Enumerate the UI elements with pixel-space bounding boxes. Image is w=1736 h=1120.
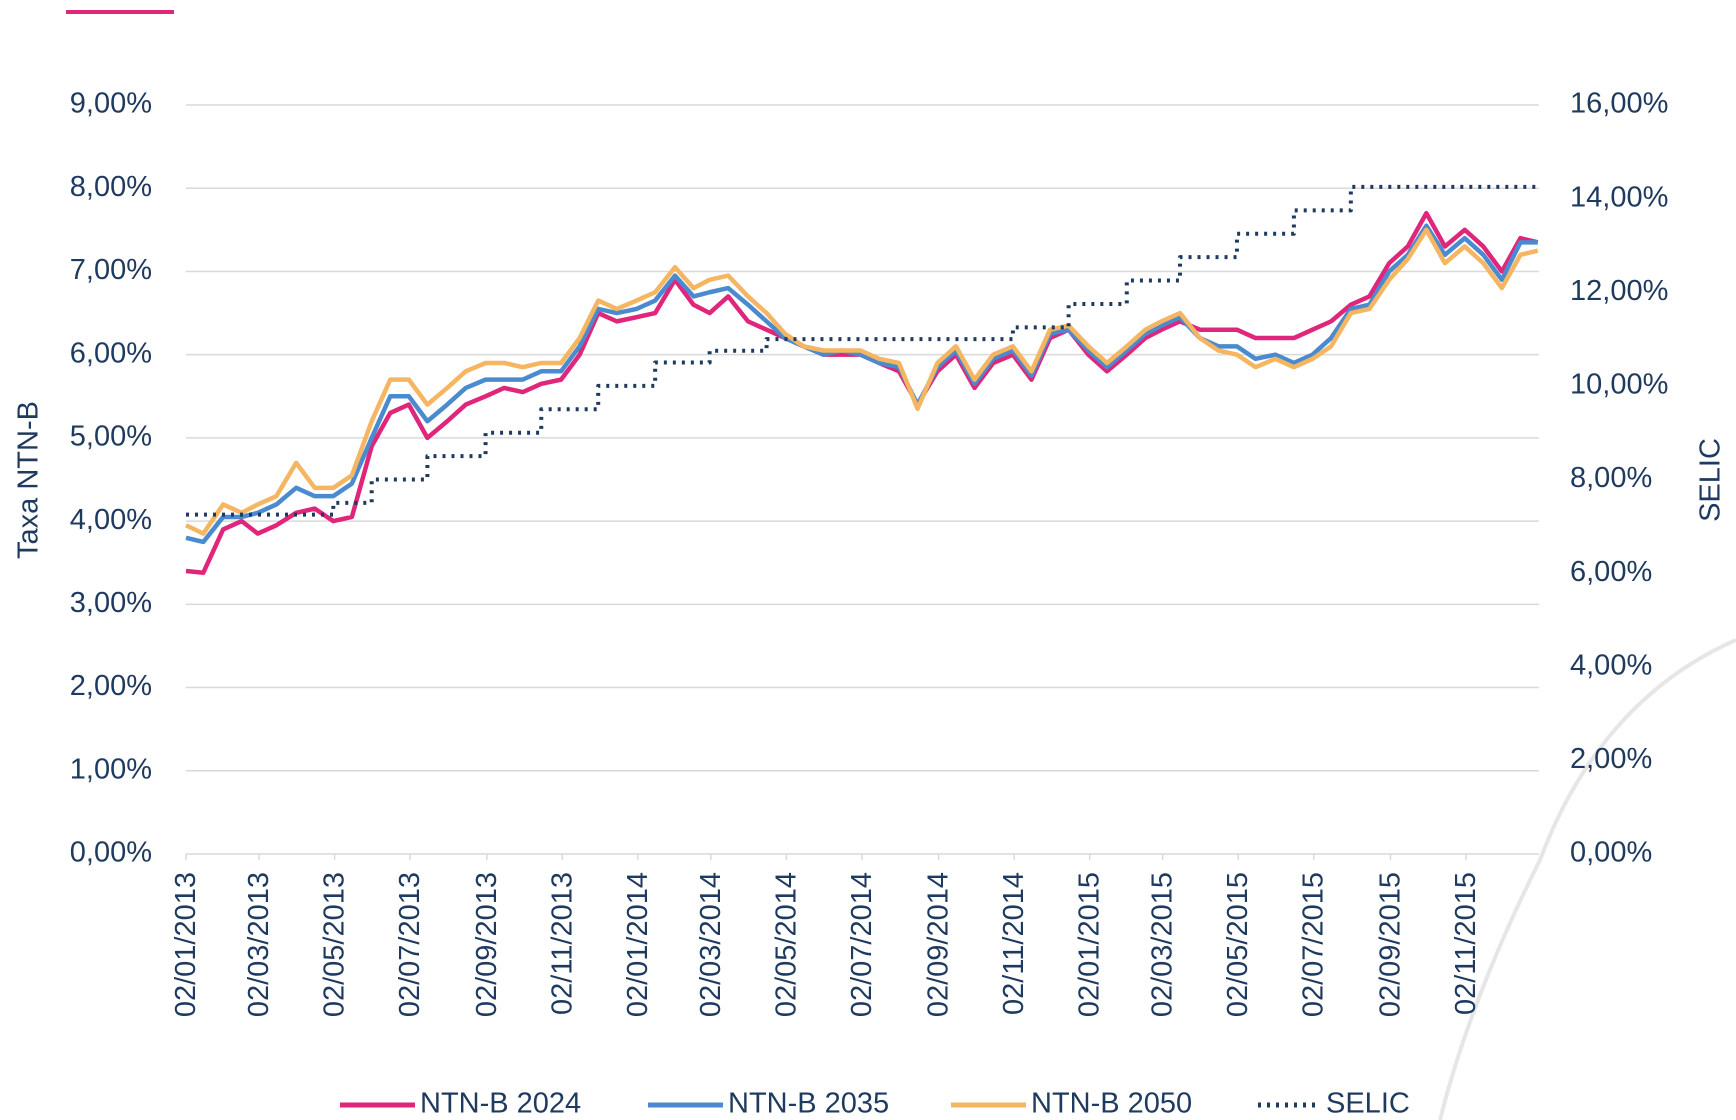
y-axis-title: Taxa NTN-B: [13, 401, 45, 559]
y2-axis-title: SELIC: [1695, 438, 1727, 522]
decoration: [1438, 638, 1736, 1120]
y2-tick-label: 8,00%: [1570, 462, 1652, 494]
x-tick-label: 02/09/2013: [471, 872, 503, 1017]
x-tick-label: 02/01/2015: [1074, 872, 1106, 1017]
y-tick-label: 8,00%: [70, 171, 152, 203]
y2-tick-label: 2,00%: [1570, 743, 1652, 775]
y-tick-label: 5,00%: [70, 421, 152, 453]
y2-tick-label: 12,00%: [1570, 275, 1668, 307]
x-tick-label: 02/05/2013: [319, 872, 351, 1017]
x-tick-label: 02/09/2015: [1374, 872, 1406, 1017]
y2-tick-label: 10,00%: [1570, 369, 1668, 401]
series-line: [185, 227, 1539, 536]
x-tick-label: 02/11/2014: [998, 872, 1030, 1015]
legend-label: NTN-B 2024: [420, 1088, 581, 1120]
x-tick-label: 02/01/2014: [622, 872, 654, 1017]
legend-label: NTN-B 2050: [1031, 1088, 1192, 1120]
y2-tick-label: 4,00%: [1570, 649, 1652, 681]
x-tick-label: 02/01/2013: [170, 872, 202, 1017]
x-tick-label: 02/09/2014: [923, 872, 955, 1017]
y2-tick-label: 0,00%: [1570, 837, 1652, 869]
x-tick-label: 02/07/2015: [1298, 872, 1330, 1017]
y2-tick-label: 6,00%: [1570, 556, 1652, 588]
x-tick-label: 02/03/2015: [1147, 872, 1179, 1017]
x-tick-label: 02/11/2015: [1450, 872, 1482, 1015]
legend-label: NTN-B 2035: [728, 1088, 889, 1120]
series-line: [185, 210, 1539, 575]
y-tick-label: 3,00%: [70, 587, 152, 619]
y-tick-label: 4,00%: [70, 504, 152, 536]
legend-label: SELIC: [1326, 1088, 1410, 1120]
x-tick-label: 02/07/2013: [394, 872, 426, 1017]
y2-tick-label: 14,00%: [1570, 181, 1668, 213]
series-line: [186, 184, 1538, 517]
y-tick-label: 0,00%: [70, 837, 152, 869]
y-tick-label: 2,00%: [70, 670, 152, 702]
y-tick-label: 7,00%: [70, 254, 152, 286]
y-tick-label: 1,00%: [70, 753, 152, 785]
y-tick-label: 6,00%: [70, 337, 152, 369]
x-tick-label: 02/05/2015: [1222, 872, 1254, 1017]
x-tick-label: 02/03/2013: [243, 872, 275, 1017]
x-tick-label: 02/05/2014: [770, 872, 802, 1017]
x-tick-label: 02/07/2014: [846, 872, 878, 1017]
x-tick-label: 02/11/2013: [546, 872, 578, 1015]
x-tick-label: 02/03/2014: [695, 872, 727, 1017]
y2-tick-label: 16,00%: [1570, 88, 1668, 120]
series-line: [185, 223, 1538, 545]
y-tick-label: 9,00%: [70, 88, 152, 120]
